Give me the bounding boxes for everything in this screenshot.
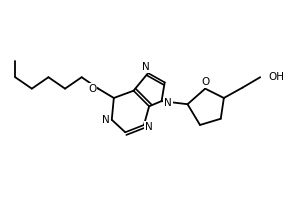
Text: O: O	[88, 84, 96, 94]
Text: N: N	[102, 115, 110, 125]
Text: N: N	[164, 98, 172, 108]
Text: N: N	[145, 122, 153, 132]
Text: O: O	[201, 77, 209, 87]
Text: OH: OH	[268, 72, 284, 82]
Text: N: N	[142, 62, 150, 72]
